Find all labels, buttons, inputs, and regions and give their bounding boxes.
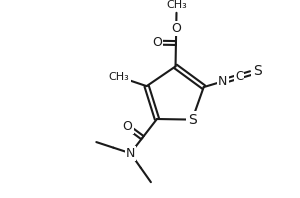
Text: C: C <box>235 70 243 83</box>
Text: N: N <box>126 147 135 160</box>
Text: N: N <box>218 75 227 88</box>
Text: S: S <box>253 64 262 78</box>
Text: CH₃: CH₃ <box>166 0 187 10</box>
Text: S: S <box>188 113 197 127</box>
Text: CH₃: CH₃ <box>109 72 130 82</box>
Text: O: O <box>122 120 132 133</box>
Text: O: O <box>171 22 181 35</box>
Text: O: O <box>152 36 162 49</box>
